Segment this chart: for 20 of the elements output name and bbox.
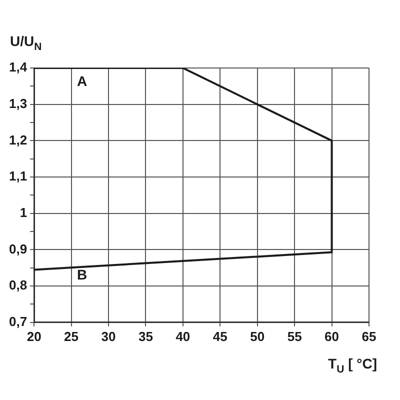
x-tick-label: 25 [64, 328, 79, 344]
x-tick-label: 45 [212, 328, 228, 344]
y-tick-label: 1,4 [8, 60, 28, 75]
x-tick-label: 60 [324, 328, 340, 344]
x-tick-label: 30 [101, 328, 116, 344]
annotation: A [77, 72, 88, 89]
x-tick-label: 50 [250, 328, 265, 344]
x-tick-label: 20 [26, 328, 42, 344]
y-tick-label: 1 [20, 204, 28, 220]
y-tick-label: 0,8 [8, 278, 28, 293]
annotation: B [77, 266, 88, 282]
y-tick-label: 1,2 [8, 132, 28, 148]
y-tick-label: 0,7 [8, 314, 28, 329]
x-tick-label: 40 [176, 328, 190, 344]
y-tick-label: 1,3 [8, 96, 28, 111]
y-tick-label: 1,1 [8, 168, 28, 184]
x-tick-label: 55 [287, 328, 302, 344]
x-tick-label: 35 [138, 328, 153, 344]
y-tick-label: 0,9 [8, 241, 28, 256]
x-tick-label: 65 [362, 328, 376, 344]
